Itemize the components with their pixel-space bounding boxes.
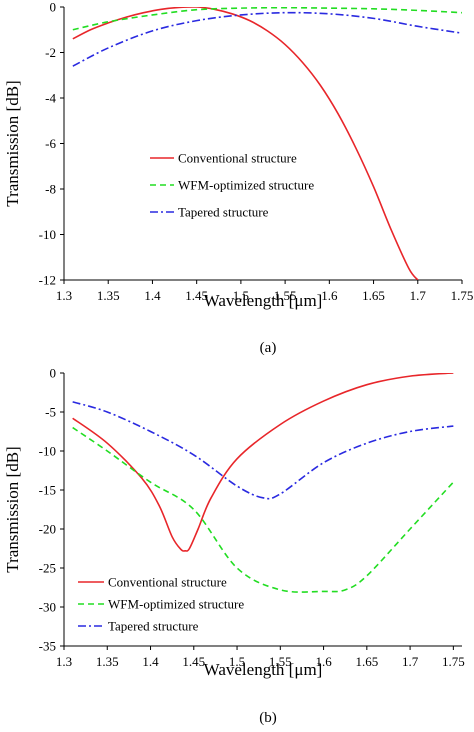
series-group [72,7,462,280]
y-tick-label: -12 [39,273,56,288]
x-tick-label: 1.55 [269,654,292,669]
y-tick-label: -35 [39,639,56,654]
x-tick-label: 1.65 [355,654,378,669]
y-tick-label: -20 [39,522,56,537]
y-tick-label: -10 [39,444,56,459]
x-tick-label: 1.5 [233,288,249,303]
x-tick-label: 1.4 [142,654,159,669]
panel-label: (a) [260,340,277,356]
y-tick-label: -8 [45,182,56,197]
y-tick-label: -25 [39,561,56,576]
x-tick-label: 1.45 [182,654,205,669]
x-tick-label: 1.5 [229,654,245,669]
y-tick-label: -6 [45,136,56,151]
legend: Conventional structure WFM-optimized stru… [78,575,244,634]
x-tick-label: 1.6 [321,288,338,303]
x-tick-label: 1.35 [97,288,120,303]
series-line-conventional-structure [72,7,419,280]
x-tick-label: 1.7 [410,288,427,303]
x-tick-label: 1.75 [451,288,474,303]
chart-panel-a: -12 -10 -8 -6 -4 -2 0 1.3 1.35 1.4 1.45 1.5 1.55 1.6 1… [3,0,473,356]
series-line-wfm-optimized-structure [72,426,454,593]
chart-panel-b: -35 -30 -25 -20 -15 -10 -5 0 1.3 1.35 1.4 1.45 1.5 1.… [3,366,465,727]
legend-label: WFM-optimized structure [178,178,314,193]
series-line-tapered-structure [72,11,462,67]
y-axis-label: Transmission [dB] [3,446,22,572]
x-tick-label: 1.55 [274,288,297,303]
legend-label: WFM-optimized structure [108,597,244,612]
y-tick-label: -30 [39,600,56,615]
series-group [72,373,454,593]
y-tick-label: -15 [39,483,56,498]
legend: Conventional structure WFM-optimized stru… [150,151,314,220]
x-axis-label: Wavelength [μm] [204,291,323,310]
x-tick-label: 1.75 [442,654,465,669]
x-tick-label: 1.35 [96,654,119,669]
y-tick-label: 0 [50,0,57,15]
panel-label: (b) [259,710,277,726]
legend-label: Tapered structure [108,619,199,634]
y-tick-label: 0 [50,366,57,381]
legend-label: Tapered structure [178,205,269,220]
x-tick-label: 1.45 [185,288,208,303]
y-tick-label: -4 [45,91,56,106]
x-tick-label: 1.6 [315,654,332,669]
x-axis-label: Wavelength [μm] [204,660,323,679]
x-tick-label: 1.4 [144,288,161,303]
x-tick-label: 1.3 [56,288,72,303]
y-tick-label: -5 [45,405,56,420]
x-tick-label: 1.7 [402,654,419,669]
y-tick-label: -2 [45,45,56,60]
series-line-wfm-optimized-structure [72,7,462,31]
series-line-tapered-structure [72,401,454,500]
x-tick-label: 1.65 [362,288,385,303]
legend-label: Conventional structure [108,575,227,590]
y-tick-label: -10 [39,227,56,242]
series-line-conventional-structure [72,373,454,552]
x-tick-label: 1.3 [56,654,72,669]
y-axis-label: Transmission [dB] [3,80,22,206]
legend-label: Conventional structure [178,151,297,166]
